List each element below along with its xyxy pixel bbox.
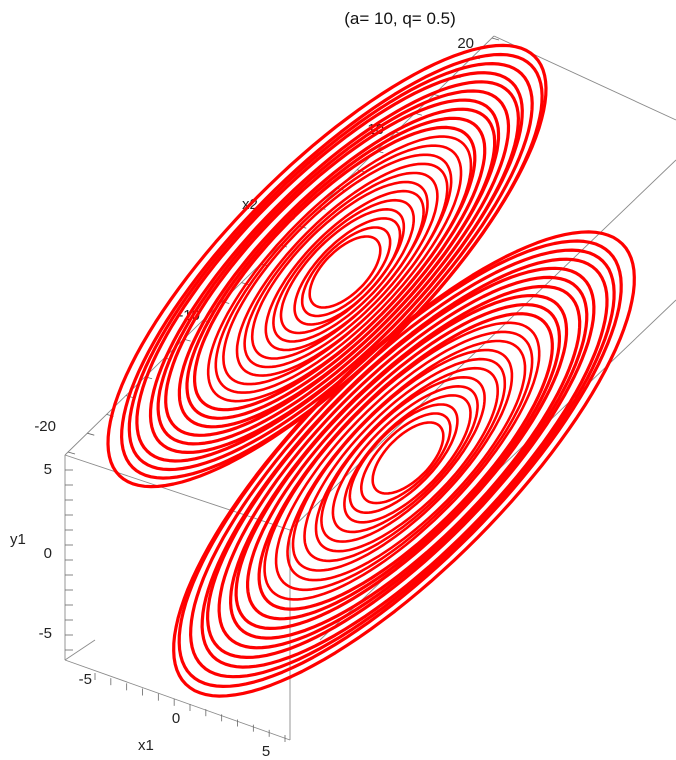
trajectory-loop-upper bbox=[106, 43, 548, 489]
trajectory-loop-lower bbox=[200, 257, 609, 669]
trajectory-loop-lower bbox=[189, 248, 616, 679]
trajectory-loop-upper bbox=[250, 180, 429, 360]
box-edge-bottom-left bbox=[64, 659, 291, 741]
y1-axis-label: y1 bbox=[10, 531, 26, 548]
y1-tick-0: 0 bbox=[44, 545, 52, 562]
trajectory-loop-lower bbox=[331, 385, 479, 534]
trajectory-loop-lower bbox=[343, 394, 472, 524]
x2-tick-mark bbox=[87, 432, 95, 436]
trajectory-loop-lower bbox=[303, 357, 507, 563]
trajectory-loop-upper bbox=[193, 125, 477, 412]
x1-tick-5: 5 bbox=[262, 743, 270, 760]
trajectory-loop-lower bbox=[291, 348, 514, 572]
trajectory-loop-lower bbox=[217, 275, 589, 650]
x2-tick-neg20: -20 bbox=[34, 418, 56, 435]
trajectory-loop-lower bbox=[274, 330, 534, 592]
trajectory-loop-lower bbox=[348, 403, 459, 514]
trajectory-loop-lower bbox=[286, 339, 527, 582]
trajectory-loop-upper bbox=[156, 89, 511, 446]
box-edge-bottom-back bbox=[64, 639, 96, 661]
chart-title: (a= 10, q= 0.5) bbox=[344, 9, 456, 28]
trajectory-loop-lower bbox=[229, 284, 582, 640]
x1-tick-0: 0 bbox=[172, 710, 180, 727]
trajectory-loop-upper bbox=[243, 171, 439, 369]
trajectory-loop-lower bbox=[177, 239, 623, 688]
trajectory-loop-lower bbox=[371, 421, 445, 495]
trajectory-loop-lower bbox=[320, 376, 486, 543]
box-edge-front-top bbox=[64, 454, 291, 531]
attractor-trajectory bbox=[106, 43, 636, 698]
trajectory-loop-upper bbox=[308, 235, 382, 309]
trajectory-loop-lower bbox=[234, 294, 569, 630]
y1-tick-neg5: -5 bbox=[39, 625, 52, 642]
trajectory-loop-upper bbox=[272, 198, 415, 343]
trajectory-loop-lower bbox=[206, 266, 596, 659]
trajectory-loop-upper bbox=[222, 153, 453, 386]
trajectory-loop-upper bbox=[127, 62, 534, 472]
y1-axis: 5 0 -5 y1 bbox=[10, 461, 73, 651]
trajectory-loop-lower bbox=[360, 412, 452, 505]
trajectory-loop-lower bbox=[314, 366, 499, 553]
x2-tick-mark bbox=[491, 37, 500, 41]
trajectory-loop-upper bbox=[185, 116, 487, 420]
trajectory-loop-upper bbox=[214, 144, 463, 394]
x1-tick-neg5: -5 bbox=[79, 671, 92, 688]
x2-tick-20: 20 bbox=[457, 35, 474, 52]
x2-tick-mark bbox=[67, 451, 76, 455]
box-edge-right-mid bbox=[289, 159, 676, 531]
trajectory-loop-upper bbox=[279, 208, 406, 335]
trajectory-loop-upper bbox=[164, 98, 501, 437]
y1-tick-5: 5 bbox=[44, 461, 52, 478]
x1-axis-label: x1 bbox=[138, 737, 154, 754]
x1-axis: -5 0 5 x1 bbox=[79, 671, 286, 760]
trajectory-loop-lower bbox=[263, 321, 541, 601]
trajectory-loop-upper bbox=[300, 226, 392, 318]
trajectory-loop-upper bbox=[135, 71, 524, 463]
trajectory-loop-lower bbox=[172, 230, 636, 698]
trajectory-loop-lower bbox=[257, 312, 554, 611]
trajectory-loop-lower bbox=[246, 303, 561, 621]
